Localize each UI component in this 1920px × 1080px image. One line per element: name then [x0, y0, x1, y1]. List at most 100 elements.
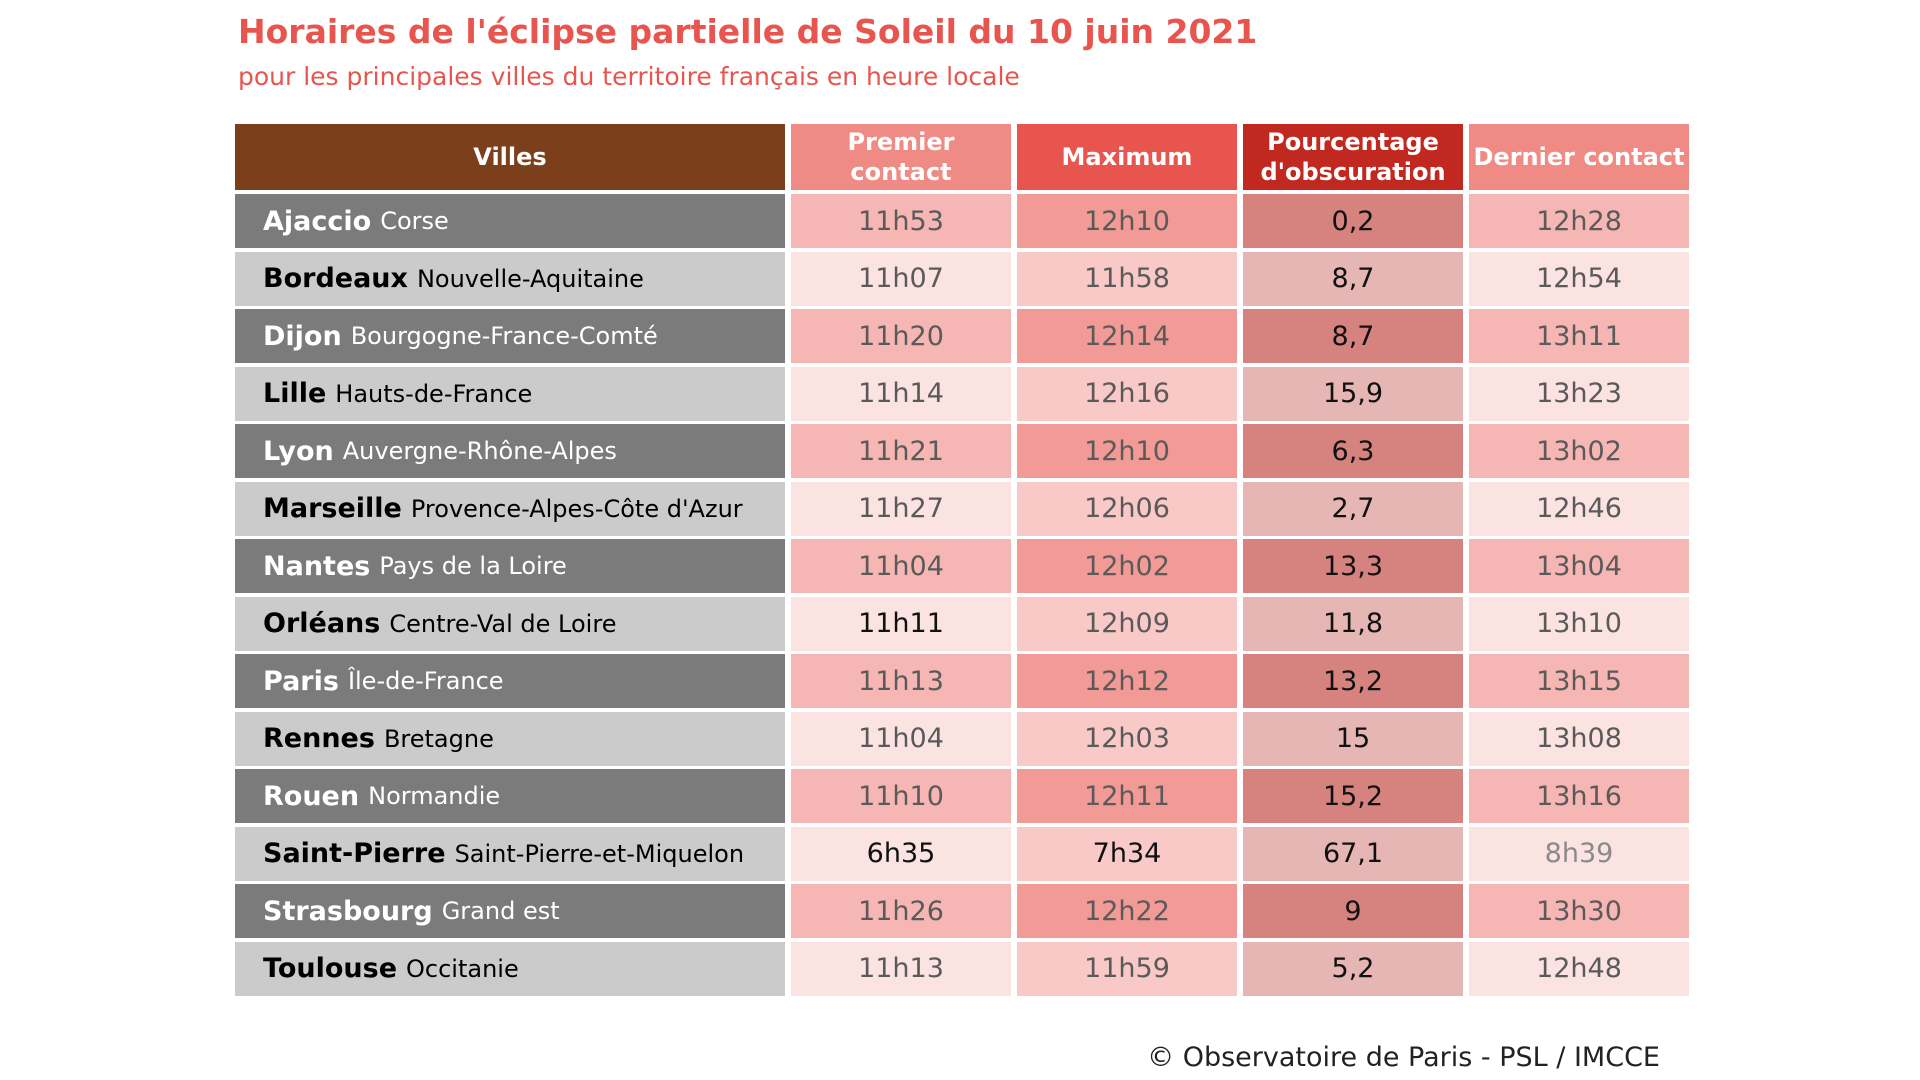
maximum-cell: 12h09	[1017, 596, 1237, 651]
pourcentage-cell: 6,3	[1243, 424, 1463, 478]
premier-cell: 6h35	[791, 826, 1011, 881]
dernier-cell: 8h39	[1469, 826, 1689, 881]
premier-cell: 11h07	[791, 251, 1011, 306]
table-body: Ajaccio Corse 11h53 12h10 0,2 12h28 Bordeaux No…	[235, 194, 1689, 996]
region-name: Grand est	[441, 897, 560, 925]
premier-cell: 11h27	[791, 481, 1011, 536]
pourcentage-cell: 13,2	[1243, 654, 1463, 708]
page-subtitle: pour les principales villes du territoir…	[238, 62, 1020, 91]
maximum-cell: 12h11	[1017, 769, 1237, 823]
pourcentage-cell: 15,9	[1243, 366, 1463, 421]
city-name: Nantes	[263, 550, 371, 582]
maximum-cell: 12h02	[1017, 539, 1237, 593]
city-name: Lyon	[263, 435, 334, 467]
city-name: Toulouse	[263, 953, 398, 984]
city-name: Bordeaux	[263, 263, 408, 294]
premier-cell: 11h04	[791, 539, 1011, 593]
city-cell: Nantes Pays de la Loire	[235, 539, 785, 593]
premier-cell: 11h53	[791, 194, 1011, 248]
city-cell: Orléans Centre-Val de Loire	[235, 596, 785, 651]
maximum-cell: 12h12	[1017, 654, 1237, 708]
city-name: Lille	[263, 378, 327, 409]
maximum-cell: 11h58	[1017, 251, 1237, 306]
city-cell: Saint-Pierre Saint-Pierre-et-Miquelon	[235, 826, 785, 881]
region-name: Pays de la Loire	[379, 552, 567, 580]
region-name: Saint-Pierre-et-Miquelon	[454, 839, 745, 868]
city-name: Orléans	[263, 608, 381, 639]
pourcentage-cell: 13,3	[1243, 539, 1463, 593]
dernier-cell: 13h10	[1469, 596, 1689, 651]
maximum-cell: 12h03	[1017, 711, 1237, 766]
page-title: Horaires de l'éclipse partielle de Solei…	[238, 12, 1258, 51]
pourcentage-cell: 5,2	[1243, 941, 1463, 996]
pourcentage-cell: 0,2	[1243, 194, 1463, 248]
premier-cell: 11h26	[791, 884, 1011, 938]
region-name: Normandie	[368, 782, 501, 810]
maximum-cell: 12h14	[1017, 309, 1237, 363]
city-name: Strasbourg	[263, 895, 433, 927]
city-name: Rennes	[263, 723, 375, 754]
city-cell: Lille Hauts-de-France	[235, 366, 785, 421]
dernier-cell: 13h08	[1469, 711, 1689, 766]
city-cell: Rouen Normandie	[235, 769, 785, 823]
dernier-cell: 12h28	[1469, 194, 1689, 248]
header-maximum: Maximum	[1017, 124, 1237, 190]
pourcentage-cell: 9	[1243, 884, 1463, 938]
region-name: Île-de-France	[347, 667, 504, 695]
city-name: Paris	[263, 665, 339, 697]
dernier-cell: 13h30	[1469, 884, 1689, 938]
region-name: Bretagne	[383, 724, 494, 753]
region-name: Auvergne-Rhône-Alpes	[342, 437, 617, 465]
dernier-cell: 12h48	[1469, 941, 1689, 996]
maximum-cell: 12h06	[1017, 481, 1237, 536]
dernier-cell: 13h02	[1469, 424, 1689, 478]
maximum-cell: 12h10	[1017, 194, 1237, 248]
dernier-cell: 13h23	[1469, 366, 1689, 421]
premier-cell: 11h13	[791, 654, 1011, 708]
region-name: Provence-Alpes-Côte d'Azur	[410, 494, 743, 523]
region-name: Occitanie	[406, 954, 519, 983]
dernier-cell: 13h16	[1469, 769, 1689, 823]
copyright-footer: © Observatoire de Paris - PSL / IMCCE	[1147, 1042, 1660, 1073]
maximum-cell: 12h22	[1017, 884, 1237, 938]
city-name: Dijon	[263, 320, 342, 352]
region-name: Corse	[380, 207, 449, 235]
maximum-cell: 12h10	[1017, 424, 1237, 478]
dernier-cell: 12h46	[1469, 481, 1689, 536]
maximum-cell: 7h34	[1017, 826, 1237, 881]
maximum-cell: 12h16	[1017, 366, 1237, 421]
dernier-cell: 13h15	[1469, 654, 1689, 708]
city-name: Ajaccio	[263, 205, 372, 237]
region-name: Nouvelle-Aquitaine	[416, 264, 644, 293]
city-cell: Bordeaux Nouvelle-Aquitaine	[235, 251, 785, 306]
premier-cell: 11h14	[791, 366, 1011, 421]
city-cell: Toulouse Occitanie	[235, 941, 785, 996]
city-cell: Paris Île-de-France	[235, 654, 785, 708]
region-name: Hauts-de-France	[335, 379, 533, 408]
city-cell: Rennes Bretagne	[235, 711, 785, 766]
premier-cell: 11h13	[791, 941, 1011, 996]
dernier-cell: 13h04	[1469, 539, 1689, 593]
pourcentage-cell: 8,7	[1243, 309, 1463, 363]
table-header: Villes Premier contact Maximum Pourcenta…	[235, 124, 1689, 190]
header-dernier-contact: Dernier contact	[1469, 124, 1689, 190]
dernier-cell: 13h11	[1469, 309, 1689, 363]
city-cell: Strasbourg Grand est	[235, 884, 785, 938]
pourcentage-cell: 11,8	[1243, 596, 1463, 651]
maximum-cell: 11h59	[1017, 941, 1237, 996]
city-cell: Marseille Provence-Alpes-Côte d'Azur	[235, 481, 785, 536]
header-villes: Villes	[235, 124, 785, 190]
premier-cell: 11h04	[791, 711, 1011, 766]
pourcentage-cell: 15,2	[1243, 769, 1463, 823]
city-name: Marseille	[263, 493, 402, 524]
premier-cell: 11h10	[791, 769, 1011, 823]
pourcentage-cell: 15	[1243, 711, 1463, 766]
dernier-cell: 12h54	[1469, 251, 1689, 306]
city-cell: Ajaccio Corse	[235, 194, 785, 248]
premier-cell: 11h20	[791, 309, 1011, 363]
city-name: Rouen	[263, 780, 360, 812]
pourcentage-cell: 8,7	[1243, 251, 1463, 306]
city-cell: Lyon Auvergne-Rhône-Alpes	[235, 424, 785, 478]
city-cell: Dijon Bourgogne-France-Comté	[235, 309, 785, 363]
pourcentage-cell: 2,7	[1243, 481, 1463, 536]
